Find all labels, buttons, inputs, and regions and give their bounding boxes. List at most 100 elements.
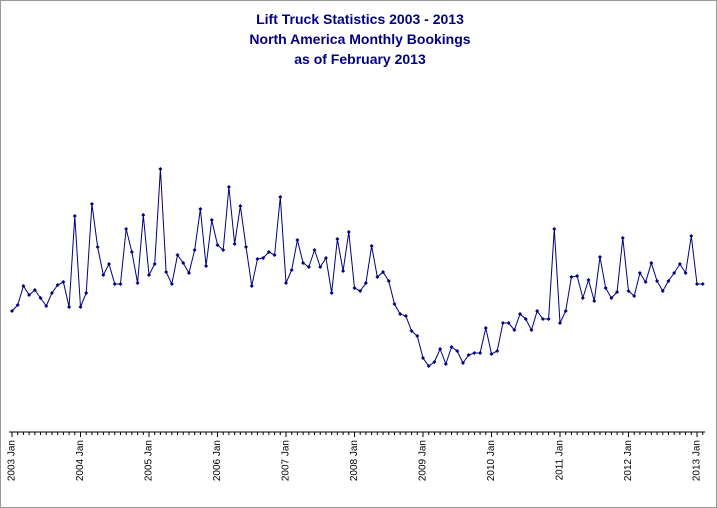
marker — [312, 248, 317, 252]
marker — [643, 280, 648, 284]
marker — [455, 349, 460, 353]
marker — [443, 362, 448, 366]
marker — [135, 281, 140, 285]
marker — [398, 312, 403, 316]
chart-title: Lift Truck Statistics 2003 - 2013 — [256, 11, 464, 27]
marker — [118, 282, 123, 286]
marker — [181, 261, 186, 265]
marker — [563, 309, 568, 313]
marker — [301, 261, 306, 265]
marker — [164, 270, 169, 274]
marker — [192, 248, 197, 252]
marker — [221, 248, 226, 252]
marker — [552, 227, 557, 231]
marker — [55, 283, 60, 287]
marker — [124, 227, 129, 231]
marker — [147, 273, 151, 277]
marker — [409, 329, 414, 333]
marker — [272, 253, 277, 257]
marker — [67, 305, 72, 309]
marker — [489, 352, 494, 356]
x-tick-label: 2013 Jan — [692, 440, 703, 481]
marker — [466, 353, 471, 357]
marker — [255, 257, 260, 261]
marker — [152, 262, 157, 266]
marker — [603, 286, 608, 290]
x-tick-label: 2004 Jan — [75, 440, 86, 481]
marker — [352, 286, 357, 290]
marker — [700, 282, 705, 286]
marker — [266, 250, 271, 254]
marker — [335, 237, 340, 241]
x-tick-label: 2008 Jan — [349, 440, 360, 481]
marker — [592, 299, 597, 303]
marker — [529, 328, 534, 332]
marker — [284, 281, 288, 285]
marker — [129, 250, 134, 254]
marker — [169, 282, 174, 286]
marker — [95, 245, 100, 249]
marker — [415, 334, 420, 338]
marker — [695, 282, 699, 286]
marker — [278, 195, 283, 199]
marker — [295, 238, 300, 242]
line — [11, 168, 703, 367]
marker — [460, 361, 465, 365]
marker — [421, 356, 425, 360]
marker — [198, 207, 203, 211]
marker — [632, 294, 637, 298]
marker — [620, 236, 625, 240]
marker — [569, 275, 574, 279]
marker — [438, 347, 443, 351]
marker — [649, 261, 654, 265]
marker — [546, 317, 551, 321]
marker — [38, 296, 43, 300]
marker — [232, 242, 237, 246]
marker — [249, 284, 254, 288]
marker — [660, 289, 665, 293]
marker — [21, 284, 26, 288]
marker — [478, 351, 483, 355]
x-tick-label: 2009 Jan — [418, 440, 429, 481]
marker — [403, 314, 408, 318]
marker — [158, 167, 163, 171]
marker — [386, 279, 391, 283]
marker — [637, 271, 642, 275]
marker — [558, 321, 562, 325]
marker — [15, 303, 20, 307]
marker — [306, 265, 311, 269]
marker — [215, 243, 220, 247]
marker — [72, 214, 77, 218]
marker — [341, 269, 346, 273]
marker — [209, 218, 214, 222]
marker — [392, 302, 397, 306]
marker — [244, 245, 249, 249]
x-tick-label: 2012 Jan — [623, 440, 634, 481]
marker — [597, 255, 602, 259]
marker — [609, 296, 614, 300]
marker — [107, 262, 112, 266]
marker — [677, 262, 682, 266]
marker — [112, 282, 117, 286]
marker — [375, 275, 380, 279]
marker — [141, 213, 146, 217]
x-tick-label: 2005 Jan — [144, 440, 155, 481]
marker — [381, 270, 386, 274]
marker — [61, 280, 66, 284]
marker — [535, 309, 540, 313]
marker — [472, 351, 477, 355]
marker — [261, 256, 266, 260]
marker — [500, 321, 505, 325]
marker — [672, 271, 677, 275]
x-tick-label: 2003 Jan — [7, 440, 18, 481]
x-tick-label: 2010 Jan — [486, 440, 497, 481]
marker — [27, 293, 32, 297]
marker — [363, 281, 368, 285]
marker — [523, 317, 528, 321]
marker — [512, 328, 517, 332]
marker — [346, 230, 351, 234]
marker — [49, 291, 54, 295]
marker — [323, 256, 328, 260]
